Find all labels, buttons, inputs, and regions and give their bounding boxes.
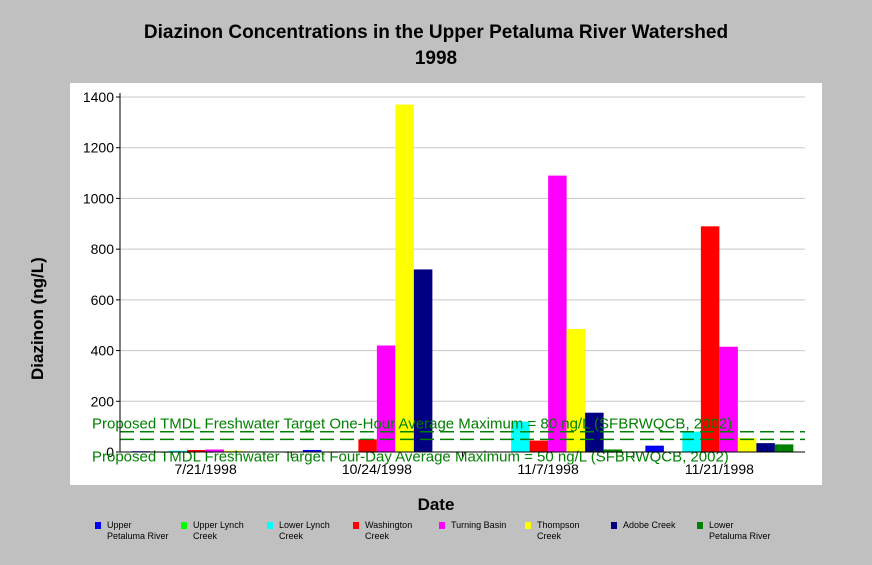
reference-line-label: Proposed TMDL Freshwater Target One-Hour… bbox=[92, 416, 732, 433]
bar bbox=[756, 443, 775, 452]
y-tick-label: 1400 bbox=[83, 89, 114, 105]
bar bbox=[395, 104, 414, 452]
bar bbox=[187, 449, 206, 452]
chart-title: Diazinon Concentrations in the Upper Pet… bbox=[143, 22, 729, 43]
legend: Upper Petaluma River Upper Lynch Creek Lower… bbox=[95, 520, 815, 560]
y-tick-label: 0 bbox=[106, 444, 114, 460]
x-tick-label: 11/7/1998 bbox=[518, 461, 579, 477]
x-axis-label: Date bbox=[417, 495, 455, 514]
legend-label: Upper Petaluma River bbox=[107, 520, 169, 541]
bar bbox=[413, 269, 433, 452]
legend-swatch bbox=[353, 522, 359, 529]
legend-label: Thompson Creek bbox=[537, 520, 580, 541]
x-tick-label: 7/21/1998 bbox=[174, 461, 236, 477]
y-tick-label: 400 bbox=[91, 343, 115, 359]
bar bbox=[168, 450, 188, 452]
bar bbox=[205, 449, 225, 452]
bar bbox=[566, 329, 586, 452]
legend-label: Turning Basin bbox=[451, 520, 507, 530]
legend-swatch bbox=[181, 522, 187, 529]
plot-frame: 0 200 400 600 800 1000 1200 1400 7/21/1998 10/24/… bbox=[70, 83, 822, 485]
x-tick-label: 10/24/1998 bbox=[342, 461, 412, 477]
y-tick-label: 1200 bbox=[83, 140, 114, 156]
reference-line-label: Proposed TMDL Freshwater Target Four-Day… bbox=[92, 448, 729, 465]
bar bbox=[302, 449, 322, 452]
chart-subtitle: 1998 bbox=[414, 48, 458, 69]
legend-label: Washington Creek bbox=[365, 520, 413, 541]
legend-label: Upper Lynch Creek bbox=[193, 520, 244, 541]
legend-label: Adobe Creek bbox=[623, 520, 676, 530]
bar bbox=[645, 445, 664, 452]
legend-swatch bbox=[439, 522, 445, 529]
y-axis-label: Diazinon (ng/L) bbox=[28, 257, 47, 380]
y-tick-label: 200 bbox=[91, 393, 115, 409]
bar bbox=[719, 346, 738, 452]
bar bbox=[585, 412, 604, 452]
bar bbox=[511, 421, 530, 452]
bar bbox=[529, 440, 549, 452]
y-tick-label: 800 bbox=[91, 241, 115, 257]
legend-swatch bbox=[95, 522, 101, 529]
bar bbox=[358, 439, 377, 452]
bar-chart: 0 200 400 600 800 1000 1200 1400 7/21/1998 10/24/… bbox=[83, 89, 805, 477]
legend-label: Lower Lynch Creek bbox=[279, 520, 330, 541]
legend-swatch bbox=[697, 522, 703, 529]
bar bbox=[376, 345, 396, 452]
legend-swatch bbox=[267, 522, 273, 529]
bar bbox=[774, 444, 794, 452]
legend-label: Lower Petaluma River bbox=[709, 520, 771, 541]
legend-swatch bbox=[611, 522, 617, 529]
bar bbox=[682, 431, 701, 452]
y-tick-label: 600 bbox=[91, 292, 115, 308]
y-tick-label: 1000 bbox=[83, 190, 114, 206]
bar bbox=[603, 449, 623, 452]
bar bbox=[548, 175, 567, 452]
bar bbox=[737, 438, 757, 452]
bar bbox=[224, 450, 243, 452]
legend-swatch bbox=[525, 522, 531, 529]
x-tick-label: 11/21/1998 bbox=[685, 461, 754, 477]
bar bbox=[700, 226, 720, 452]
